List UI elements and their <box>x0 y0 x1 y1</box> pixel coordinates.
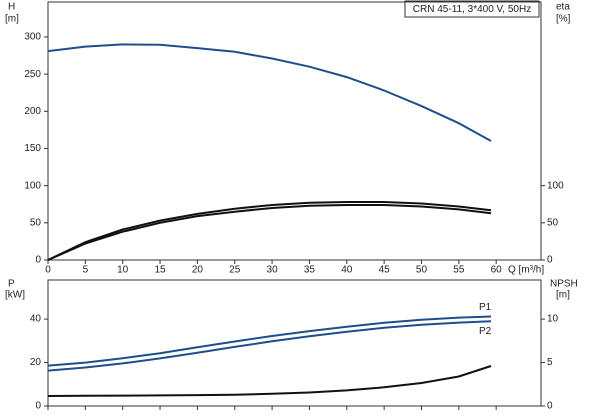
y2-tick-label: 0 <box>547 255 553 266</box>
x-tick-label: 50 <box>416 265 428 276</box>
y-unit: [kW] <box>5 290 25 301</box>
plot-frame <box>47 279 542 407</box>
x-tick-label: 5 <box>83 265 89 276</box>
y-tick-label: 150 <box>24 143 41 154</box>
curve <box>47 320 492 372</box>
y-tick-label: 0 <box>35 401 41 412</box>
y2-tick-label: 100 <box>547 180 564 191</box>
y-tick-label: 300 <box>24 32 41 43</box>
title-box <box>404 0 540 18</box>
curve <box>47 365 492 397</box>
curve <box>47 315 492 367</box>
y-tick-label: 0 <box>35 255 41 266</box>
y2-unit: [%] <box>556 14 571 25</box>
y2-tick-label: 50 <box>547 217 559 228</box>
x-tick-label: 20 <box>192 265 204 276</box>
x-tick-label: 60 <box>491 265 503 276</box>
y2-label: eta <box>556 2 570 13</box>
x-tick-label: 15 <box>154 265 166 276</box>
x-label: Q [m³/h] <box>508 265 544 276</box>
series-label: P1 <box>479 302 492 313</box>
y-label: P <box>8 279 15 290</box>
x-tick-label: 45 <box>379 265 391 276</box>
x-tick-label: 35 <box>304 265 316 276</box>
x-tick-label: 40 <box>341 265 353 276</box>
y-tick-label: 100 <box>24 180 41 191</box>
y2-tick-label: 0 <box>547 401 553 412</box>
x-tick-label: 55 <box>453 265 465 276</box>
y2-tick-label: 10 <box>547 314 559 325</box>
y-tick-label: 50 <box>30 217 42 228</box>
curve <box>47 201 492 261</box>
chart-title: CRN 45-11, 3*400 V, 50Hz <box>413 4 531 15</box>
x-tick-label: 30 <box>267 265 279 276</box>
curve <box>47 204 492 261</box>
y-tick-label: 40 <box>30 314 42 325</box>
y-tick-label: 200 <box>24 106 41 117</box>
x-tick-label: 0 <box>45 265 51 276</box>
y2-label: NPSH <box>550 279 578 290</box>
y2-tick-label: 5 <box>547 357 553 368</box>
plot-frame <box>47 1 542 261</box>
y-unit: [m] <box>5 14 19 25</box>
y-label: H <box>8 2 15 13</box>
y-tick-label: 20 <box>30 357 42 368</box>
curve <box>47 43 492 142</box>
x-tick-label: 25 <box>229 265 241 276</box>
x-tick-label: 10 <box>117 265 129 276</box>
y2-unit: [m] <box>556 290 570 301</box>
series-label: P2 <box>479 326 492 337</box>
y-tick-label: 250 <box>24 69 41 80</box>
